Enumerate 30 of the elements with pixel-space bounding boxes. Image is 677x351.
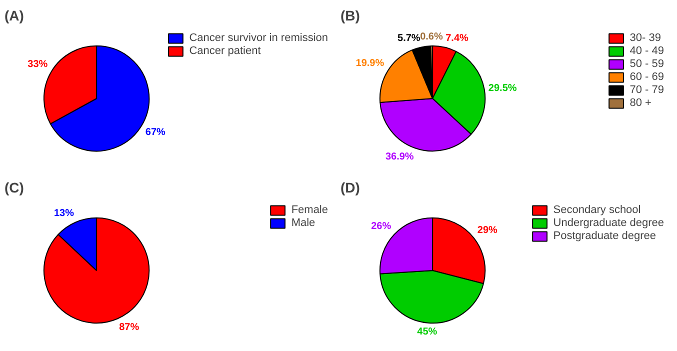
legend-label: Male [291, 217, 316, 229]
data-label: 36.9% [385, 151, 414, 162]
legend-label: 80 + [630, 97, 652, 109]
chart-title: (A) [4, 8, 24, 24]
data-label: 13% [54, 208, 74, 220]
data-label: 67% [145, 127, 166, 138]
legend-label: 60 - 69 [630, 71, 664, 83]
data-label: 5.7% [398, 32, 420, 44]
data-label: 7.4% [446, 33, 469, 44]
legend-label: Secondary school [553, 204, 641, 216]
chart-title: (B) [340, 8, 360, 24]
data-label: 29% [477, 225, 498, 236]
data-label: 19.9% [356, 58, 384, 70]
data-label: 29.5% [488, 83, 517, 94]
legend-label: Undergraduate degree [553, 217, 664, 229]
legend-label: 50 - 59 [630, 58, 664, 70]
legend-label: 40 - 49 [630, 45, 664, 57]
data-label: 87% [119, 322, 140, 333]
data-label: 0.6% [420, 32, 443, 43]
legend-label: Cancer patient [189, 45, 261, 57]
data-label: 26% [371, 221, 392, 232]
legend-label: Cancer survivor in remission [189, 32, 328, 44]
chart-title: (C) [4, 180, 24, 196]
legend-label: 70 - 79 [630, 84, 664, 96]
chart-title: (D) [340, 180, 360, 196]
legend-label: Female [291, 204, 328, 216]
data-label: 45% [417, 326, 438, 338]
legend-label: 30- 39 [630, 32, 661, 44]
data-label: 33% [28, 58, 48, 70]
legend-label: Postgraduate degree [553, 230, 656, 242]
